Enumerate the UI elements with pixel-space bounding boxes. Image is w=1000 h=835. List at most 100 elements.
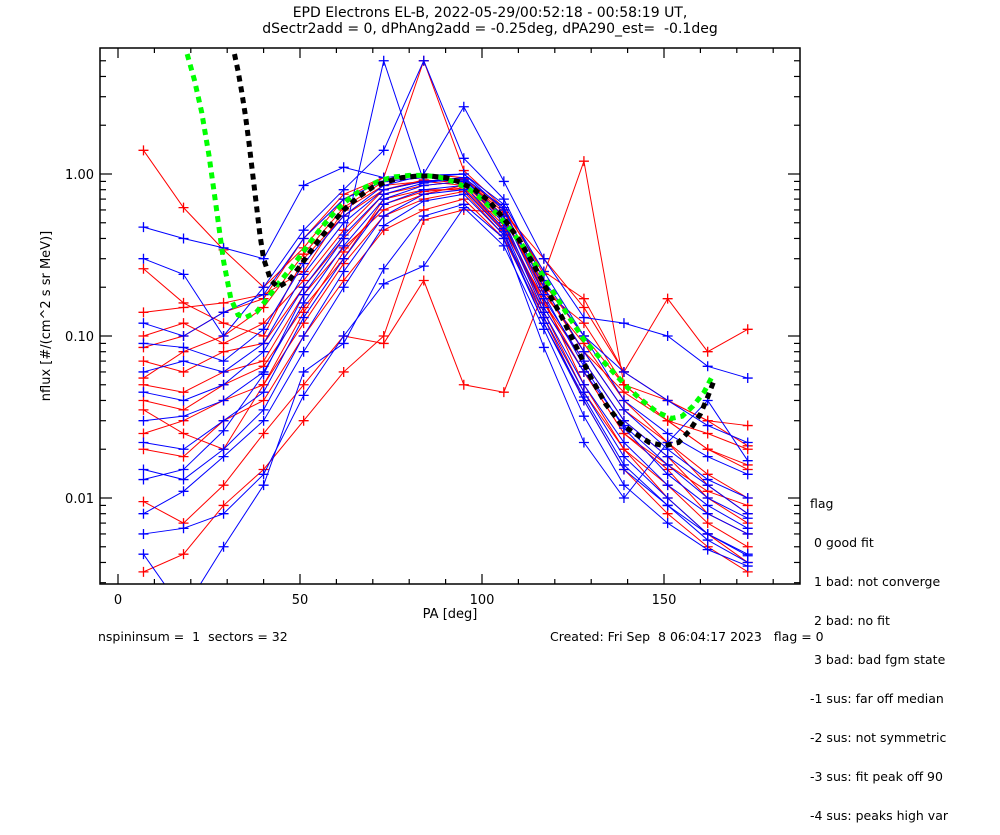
y-tick-label: 0.10 bbox=[65, 330, 94, 345]
data-point-marker bbox=[578, 312, 589, 323]
data-point-marker bbox=[138, 222, 149, 233]
data-point-marker bbox=[138, 338, 149, 349]
data-point-marker bbox=[578, 437, 589, 448]
series-line bbox=[143, 203, 749, 584]
data-point-marker bbox=[338, 366, 349, 377]
legend-item: -2 sus: not symmetric bbox=[810, 730, 947, 745]
data-point-marker bbox=[138, 263, 149, 274]
series-line bbox=[143, 193, 748, 557]
data-point-marker bbox=[258, 428, 269, 439]
y-tick-label: 1.00 bbox=[65, 168, 94, 183]
data-point-marker bbox=[378, 211, 389, 222]
data-point-marker bbox=[218, 425, 229, 436]
data-point-marker bbox=[498, 230, 509, 241]
series-layer bbox=[138, 55, 753, 584]
data-point-marker bbox=[378, 55, 389, 66]
data-point-marker bbox=[258, 346, 269, 357]
legend-item: 1 bad: not converge bbox=[810, 574, 941, 589]
data-point-marker bbox=[578, 346, 589, 357]
data-point-marker bbox=[618, 395, 629, 406]
data-point-marker bbox=[178, 342, 189, 353]
series-line bbox=[143, 190, 749, 563]
data-point-marker bbox=[338, 253, 349, 264]
data-point-marker bbox=[218, 395, 229, 406]
series-b11 bbox=[138, 199, 753, 584]
data-point-marker bbox=[702, 361, 713, 372]
data-point-marker bbox=[458, 199, 469, 210]
data-point-marker bbox=[218, 541, 229, 552]
series-r14 bbox=[138, 182, 753, 511]
series-line bbox=[143, 189, 748, 548]
data-point-marker bbox=[178, 233, 189, 244]
data-point-marker bbox=[138, 366, 149, 377]
data-point-marker bbox=[498, 202, 509, 213]
data-point-marker bbox=[618, 480, 629, 491]
plot-frame bbox=[99, 47, 801, 585]
data-point-marker bbox=[138, 145, 149, 156]
data-point-marker bbox=[662, 293, 673, 304]
series-r4 bbox=[138, 174, 753, 529]
data-point-marker bbox=[298, 289, 309, 300]
x-axis-label: PA [deg] bbox=[423, 607, 478, 622]
data-point-marker bbox=[662, 500, 673, 511]
data-point-marker bbox=[138, 404, 149, 415]
data-point-marker bbox=[138, 549, 149, 560]
data-point-marker bbox=[138, 387, 149, 398]
series-b9 bbox=[138, 184, 753, 568]
series-b7 bbox=[138, 176, 753, 539]
series-r13 bbox=[138, 55, 753, 470]
series-r12 bbox=[138, 172, 753, 475]
data-point-marker bbox=[338, 162, 349, 173]
footer-spin-info: nspininsum = 1 sectors = 32 bbox=[98, 629, 288, 644]
data-point-marker bbox=[458, 172, 469, 183]
data-point-marker bbox=[338, 233, 349, 244]
data-point-marker bbox=[298, 366, 309, 377]
data-point-marker bbox=[138, 474, 149, 485]
chart-title-line1: EPD Electrons EL-B, 2022-05-29/00:52:18 … bbox=[292, 5, 688, 21]
x-tick-label: 150 bbox=[652, 593, 677, 608]
series-b13 bbox=[138, 189, 753, 561]
data-point-marker bbox=[178, 474, 189, 485]
data-point-marker bbox=[258, 289, 269, 300]
data-point-marker bbox=[702, 346, 713, 357]
data-point-marker bbox=[378, 331, 389, 341]
legend-item: -3 sus: fit peak off 90 bbox=[810, 769, 943, 784]
data-point-marker bbox=[742, 469, 753, 480]
series-b6 bbox=[138, 172, 753, 524]
data-point-marker bbox=[618, 493, 629, 503]
series-line bbox=[143, 58, 748, 529]
data-point-marker bbox=[178, 356, 189, 367]
series-line bbox=[143, 150, 749, 515]
x-tick-label: 0 bbox=[114, 593, 122, 608]
legend-item: 3 bad: bad fgm state bbox=[810, 652, 946, 667]
data-point-marker bbox=[538, 342, 549, 353]
data-point-marker bbox=[138, 437, 149, 448]
data-point-marker bbox=[218, 356, 229, 367]
data-point-marker bbox=[218, 307, 229, 318]
series-line bbox=[143, 173, 748, 475]
y-axis-label: nflux [#/(cm^2 s sr MeV)] bbox=[39, 231, 54, 401]
data-point-marker bbox=[218, 451, 229, 462]
data-point-marker bbox=[138, 464, 149, 475]
data-point-marker bbox=[338, 184, 349, 195]
data-point-marker bbox=[702, 518, 713, 529]
data-point-marker bbox=[138, 508, 149, 519]
series-b10 bbox=[138, 202, 753, 572]
series-line bbox=[143, 180, 748, 535]
data-point-marker bbox=[458, 379, 469, 390]
data-point-marker bbox=[218, 318, 229, 329]
series-r7 bbox=[138, 184, 753, 552]
data-point-marker bbox=[662, 395, 673, 406]
data-point-marker bbox=[742, 513, 753, 524]
series-b1 bbox=[138, 101, 753, 384]
data-point-marker bbox=[138, 318, 149, 329]
data-point-marker bbox=[578, 411, 589, 422]
data-point-marker bbox=[458, 101, 469, 112]
data-point-marker bbox=[138, 528, 149, 539]
data-point-marker bbox=[662, 459, 673, 470]
data-point-marker bbox=[378, 220, 389, 231]
data-point-marker bbox=[178, 549, 189, 560]
data-point-marker bbox=[618, 459, 629, 470]
data-point-marker bbox=[742, 324, 753, 335]
legend-item: -4 sus: peaks high var bbox=[810, 808, 949, 823]
